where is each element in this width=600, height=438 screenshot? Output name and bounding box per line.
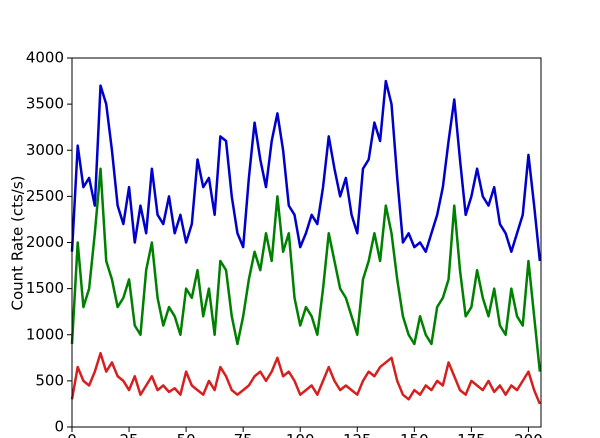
data-line — [70, 351, 542, 405]
y-tick-label: 0 — [54, 418, 64, 436]
data-line — [70, 167, 542, 372]
y-tick-label: 3500 — [26, 95, 64, 113]
x-tick-label: 150 — [400, 431, 429, 438]
data-line — [70, 79, 542, 262]
y-tick-label: 1500 — [26, 279, 64, 297]
x-tick-label: 50 — [177, 431, 196, 438]
y-tick-label: 1000 — [26, 325, 64, 343]
y-tick-label: 4000 — [26, 49, 64, 67]
x-tick-label: 25 — [120, 431, 139, 438]
plot-frame — [71, 57, 542, 428]
y-tick-label: 500 — [35, 371, 64, 389]
x-tick-label: 125 — [343, 431, 372, 438]
x-tick-label: 100 — [286, 431, 315, 438]
x-tick-label: 75 — [234, 431, 253, 438]
y-axis-label: Count Rate (cts/s) — [9, 176, 27, 311]
x-tick-label: 200 — [514, 431, 543, 438]
x-tick-label: 0 — [67, 431, 77, 438]
y-tick-label: 3000 — [26, 141, 64, 159]
x-tick-label: 175 — [457, 431, 486, 438]
y-tick-label: 2000 — [26, 233, 64, 251]
y-tick-label: 2500 — [26, 187, 64, 205]
